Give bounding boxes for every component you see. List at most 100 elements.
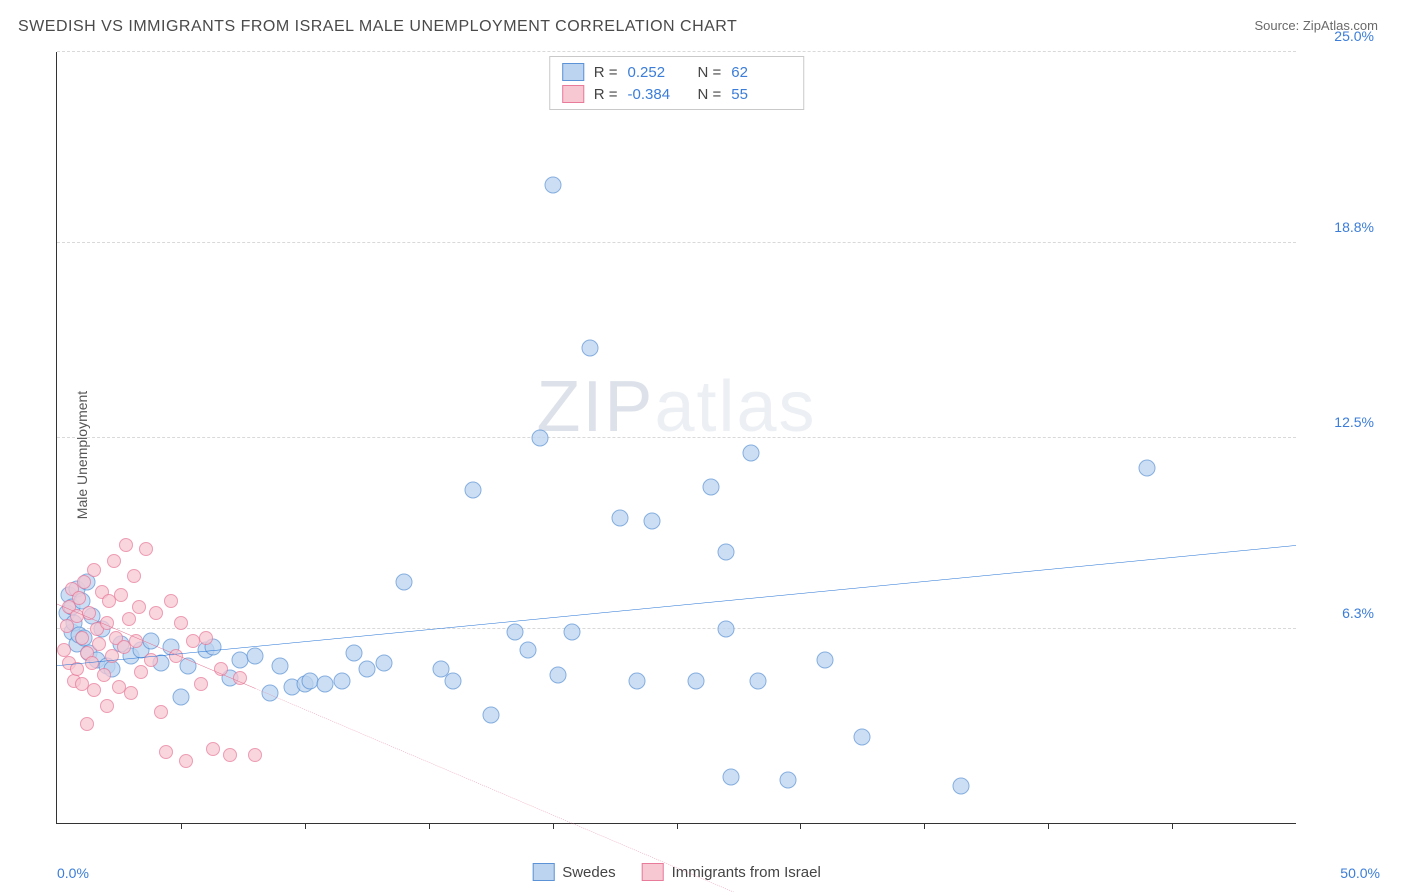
swatch-swedes — [532, 863, 554, 881]
data-point-israel — [124, 686, 138, 700]
chart-title: SWEDISH VS IMMIGRANTS FROM ISRAEL MALE U… — [18, 18, 737, 36]
data-point-swedes — [395, 574, 412, 591]
data-point-israel — [97, 668, 111, 682]
trend-lines — [57, 52, 1296, 823]
data-point-swedes — [817, 651, 834, 668]
data-point-swedes — [742, 444, 759, 461]
x-tick — [181, 823, 182, 829]
data-point-swedes — [172, 688, 189, 705]
data-point-swedes — [519, 642, 536, 659]
data-point-israel — [100, 616, 114, 630]
gridline — [57, 628, 1296, 629]
data-point-israel — [248, 748, 262, 762]
plot-area: ZIPatlas R =0.252N =62R =-0.384N =55 Swe… — [56, 52, 1296, 824]
data-point-israel — [144, 653, 158, 667]
data-point-israel — [154, 705, 168, 719]
data-point-israel — [199, 631, 213, 645]
series-legend: Swedes Immigrants from Israel — [532, 863, 821, 881]
data-point-swedes — [564, 623, 581, 640]
data-point-israel — [77, 575, 91, 589]
data-point-israel — [100, 699, 114, 713]
x-tick — [553, 823, 554, 829]
corr-n-value-swedes: 62 — [731, 64, 791, 81]
gridline — [57, 51, 1296, 52]
data-point-israel — [223, 748, 237, 762]
y-tick-label: 18.8% — [1334, 219, 1374, 235]
y-tick-label: 12.5% — [1334, 414, 1374, 430]
data-point-swedes — [358, 660, 375, 677]
data-point-israel — [87, 683, 101, 697]
data-point-swedes — [854, 728, 871, 745]
data-point-swedes — [316, 676, 333, 693]
data-point-swedes — [272, 657, 289, 674]
data-point-swedes — [346, 645, 363, 662]
data-point-swedes — [1139, 460, 1156, 477]
data-point-israel — [70, 662, 84, 676]
data-point-israel — [127, 569, 141, 583]
data-point-swedes — [482, 707, 499, 724]
data-point-israel — [139, 542, 153, 556]
corr-r-value-swedes: 0.252 — [628, 64, 688, 81]
x-tick — [305, 823, 306, 829]
data-point-swedes — [718, 620, 735, 637]
corr-row-swedes: R = 0.252 N = 62 — [562, 61, 792, 83]
swatch-israel — [562, 85, 584, 103]
data-point-israel — [119, 538, 133, 552]
legend-item-swedes: Swedes — [532, 863, 615, 881]
corr-r-label: R = — [594, 64, 618, 81]
x-tick — [677, 823, 678, 829]
data-point-israel — [129, 634, 143, 648]
trendline-israel-extrapolated — [255, 688, 1296, 892]
data-point-swedes — [581, 340, 598, 357]
data-point-swedes — [445, 673, 462, 690]
data-point-swedes — [333, 673, 350, 690]
corr-n-value-israel: 55 — [731, 86, 791, 103]
corr-n-label: N = — [698, 64, 722, 81]
data-point-swedes — [643, 512, 660, 529]
data-point-swedes — [532, 429, 549, 446]
data-point-israel — [72, 591, 86, 605]
data-point-swedes — [180, 657, 197, 674]
data-point-swedes — [465, 481, 482, 498]
data-point-israel — [134, 665, 148, 679]
data-point-israel — [105, 649, 119, 663]
swatch-israel — [642, 863, 664, 881]
gridline — [57, 242, 1296, 243]
legend-item-israel: Immigrants from Israel — [642, 863, 821, 881]
x-tick — [429, 823, 430, 829]
x-tick — [924, 823, 925, 829]
data-point-swedes — [723, 768, 740, 785]
data-point-israel — [194, 677, 208, 691]
corr-r-value-israel: -0.384 — [628, 86, 688, 103]
data-point-swedes — [703, 478, 720, 495]
data-point-israel — [107, 554, 121, 568]
data-point-swedes — [688, 673, 705, 690]
chart-container: Male Unemployment ZIPatlas R =0.252N =62… — [48, 52, 1386, 858]
data-point-israel — [92, 637, 106, 651]
data-point-swedes — [780, 771, 797, 788]
data-point-swedes — [549, 666, 566, 683]
legend-label-israel: Immigrants from Israel — [672, 864, 821, 881]
corr-row-israel: R =-0.384N =55 — [562, 83, 792, 105]
x-tick — [1172, 823, 1173, 829]
data-point-swedes — [953, 778, 970, 795]
data-point-israel — [85, 656, 99, 670]
data-point-israel — [174, 616, 188, 630]
data-point-israel — [169, 649, 183, 663]
data-point-israel — [75, 631, 89, 645]
data-point-israel — [87, 563, 101, 577]
data-point-swedes — [544, 176, 561, 193]
gridline — [57, 437, 1296, 438]
correlation-legend: R = 0.252 N = 62 R =-0.384N =55 — [549, 56, 805, 110]
data-point-israel — [149, 606, 163, 620]
data-point-israel — [164, 594, 178, 608]
swatch-swedes — [562, 63, 584, 81]
data-point-swedes — [718, 543, 735, 560]
data-point-swedes — [376, 654, 393, 671]
x-tick — [1048, 823, 1049, 829]
y-tick-label: 25.0% — [1334, 28, 1374, 44]
data-point-israel — [206, 742, 220, 756]
data-point-israel — [233, 671, 247, 685]
data-point-swedes — [611, 509, 628, 526]
trendline-swedes — [57, 545, 1296, 665]
